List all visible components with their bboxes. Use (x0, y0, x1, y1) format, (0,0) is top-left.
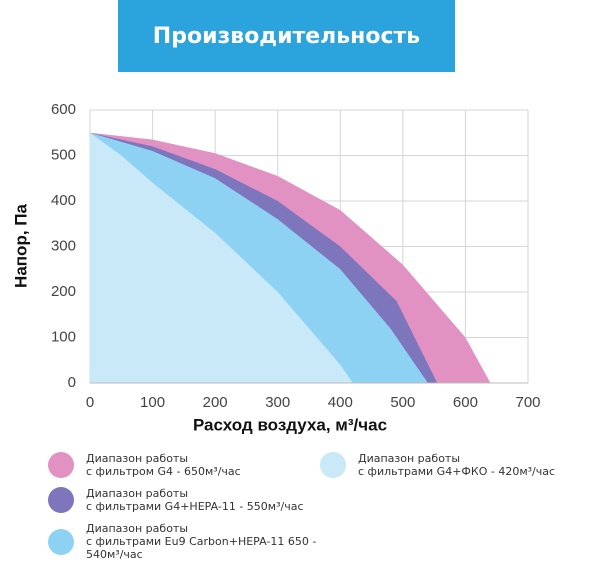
y-tick-label: 400 (51, 192, 76, 209)
legend-label: Диапазон работы с фильтром G4 - 650м³/ча… (86, 452, 241, 478)
y-tick-label: 0 (68, 374, 76, 391)
x-tick-label: 600 (453, 394, 478, 411)
x-tick-label: 100 (140, 394, 165, 411)
y-tick-label: 500 (51, 146, 76, 163)
x-tick-label: 500 (390, 394, 415, 411)
legend-item: Диапазон работы с фильтрами G4+HEPA-11 -… (48, 487, 348, 513)
legend-item: Диапазон работы с фильтрами G4+ФКО - 420… (320, 452, 600, 478)
legend-swatch (48, 487, 74, 513)
legend-label: Диапазон работы с фильтрами Eu9 Carbon+H… (86, 522, 317, 561)
x-tick-label: 700 (515, 394, 540, 411)
legend-item: Диапазон работы с фильтром G4 - 650м³/ча… (48, 452, 348, 478)
x-axis-label: Расход воздуха, м³/час (193, 415, 387, 434)
y-axis-label: Напор, Па (11, 204, 30, 288)
area (90, 132, 353, 383)
legend-swatch (48, 452, 74, 478)
x-tick-label: 0 (86, 394, 94, 411)
x-tick-label: 300 (265, 394, 290, 411)
legend-label: Диапазон работы с фильтрами G4+HEPA-11 -… (86, 487, 304, 513)
y-tick-label: 600 (51, 101, 76, 118)
chart-title: Производительность (118, 0, 455, 72)
legend-item: Диапазон работы с фильтрами Eu9 Carbon+H… (48, 522, 348, 561)
legend-swatch (320, 452, 346, 478)
legend-swatch (48, 528, 74, 555)
chart: Напор, Па Расход воздуха, м³/час 0 100 200… (11, 101, 540, 435)
x-tick-label: 400 (328, 394, 353, 411)
y-tick-label: 300 (51, 237, 76, 254)
legend-label: Диапазон работы с фильтрами G4+ФКО - 420… (358, 452, 556, 478)
y-tick-label: 200 (51, 283, 76, 300)
y-tick-label: 100 (51, 328, 76, 345)
x-tick-label: 200 (203, 394, 228, 411)
